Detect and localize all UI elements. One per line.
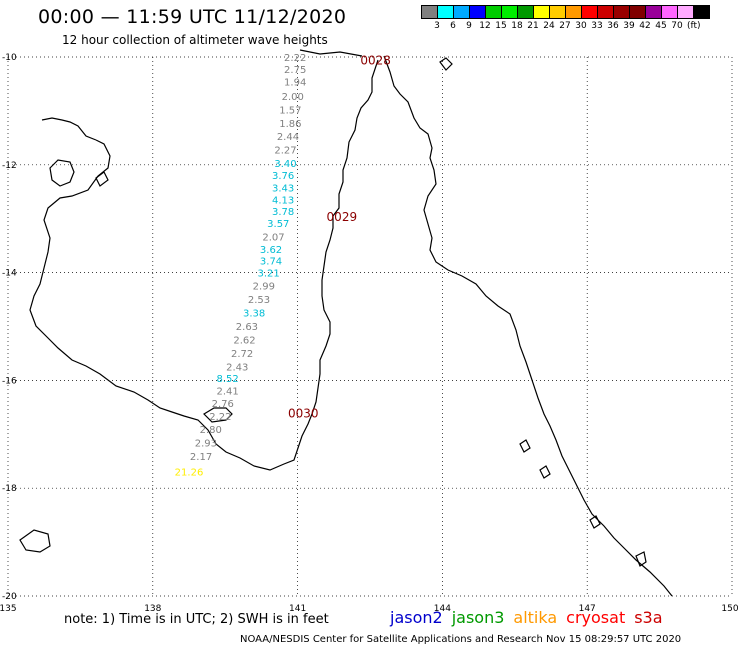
legend-label: 27	[559, 21, 571, 31]
legend-label: 3	[434, 21, 440, 31]
reef-islands	[519, 439, 647, 567]
lon-tick-label: 138	[144, 604, 161, 614]
legend-label: 24	[543, 21, 555, 31]
groote-eylandt	[49, 159, 75, 187]
footnote: note: 1) Time is in UTC; 2) SWH is in fe…	[64, 612, 329, 627]
wave-height-reading: 3.38	[243, 308, 265, 319]
pass-time-label: 0029	[327, 210, 358, 224]
wave-height-reading: 2.43	[226, 362, 248, 373]
wave-height-reading: 2.07	[262, 232, 284, 243]
mission-legend: jason2 jason3 altika cryosat s3a	[390, 608, 672, 627]
legend-labels: (ft) 3 6 9 12 15 18 21 24 27 30 33 36 39 42 45 70	[421, 19, 709, 33]
legend-label: 12	[479, 21, 491, 31]
mission-label-jason2: jason2	[390, 608, 443, 627]
wave-height-reading: 1.86	[279, 119, 301, 130]
lon-tick-label: 147	[579, 604, 596, 614]
legend-label: 18	[511, 21, 523, 31]
wave-height-reading: 1.57	[279, 105, 301, 116]
wave-height-reading: 2.75	[284, 65, 306, 76]
lon-tick-label: 141	[289, 604, 306, 614]
wave-height-reading: 2.62	[233, 335, 255, 346]
wave-height-reading: 2.22	[209, 412, 231, 423]
lat-tick-label: -16	[2, 376, 17, 386]
lat-tick-label: -20	[2, 592, 17, 602]
new-guinea-coast	[299, 49, 363, 57]
wave-height-reading: 2.22	[284, 53, 306, 64]
legend-unit: (ft)	[687, 21, 701, 31]
wave-height-reading: 3.62	[260, 245, 282, 256]
pass-time-label: 0028	[360, 54, 391, 68]
wave-height-reading: 4.13	[272, 195, 294, 206]
wave-height-reading: 2.00	[282, 92, 304, 103]
legend-label: 21	[527, 21, 539, 31]
mission-label-altika: altika	[513, 608, 558, 627]
chart-subtitle: 12 hour collection of altimeter wave hei…	[62, 33, 328, 47]
wave-height-reading: 2.44	[277, 132, 299, 143]
wave-height-readings: 2.222.751.942.001.571.862.442.273.403.76…	[175, 53, 307, 478]
axis-tick-labels: 135 138 141 144 147 150 -10 -12 -14 -16 -18 -20	[0, 53, 739, 614]
wave-height-reading: 21.26	[175, 467, 204, 478]
cape-york-west-coast	[29, 59, 379, 471]
wave-height-reading: 8.52	[216, 374, 238, 385]
legend-label: 45	[655, 21, 667, 31]
pass-labels: 0028 0029 0030	[288, 54, 391, 421]
wave-height-reading: 3.78	[272, 207, 294, 218]
lon-tick-label: 144	[434, 604, 451, 614]
mornington-island	[203, 407, 233, 423]
arnhem-land-coast	[41, 117, 97, 141]
lon-tick-label: 150	[721, 604, 738, 614]
lat-tick-label: -12	[2, 161, 17, 171]
wave-height-reading: 2.99	[253, 282, 275, 293]
wave-height-reading: 1.94	[284, 77, 306, 88]
lat-tick-label: -14	[2, 269, 17, 279]
wave-height-reading: 3.40	[274, 159, 296, 170]
pass-time-label: 0030	[288, 407, 319, 421]
wave-height-reading: 2.41	[216, 387, 238, 398]
mission-label-cryosat: cryosat	[566, 608, 626, 627]
melville-island	[19, 529, 51, 553]
lat-lon-grid	[7, 56, 733, 597]
coastline	[19, 49, 673, 597]
wave-height-reading: 2.76	[212, 399, 234, 410]
legend-swatches	[421, 5, 710, 19]
legend-swatch	[693, 5, 710, 19]
wave-height-reading: 2.53	[248, 295, 270, 306]
wave-height-reading: 2.63	[236, 322, 258, 333]
color-legend: (ft) 3 6 9 12 15 18 21 24 27 30 33 36 39 42 45 70	[421, 5, 710, 33]
lat-tick-label: -18	[2, 484, 17, 494]
legend-label: 42	[639, 21, 651, 31]
wave-height-reading: 2.80	[200, 425, 222, 436]
wave-height-reading: 3.57	[267, 219, 289, 230]
legend-label: 33	[591, 21, 603, 31]
legend-label: 30	[575, 21, 587, 31]
wessel-islands	[95, 171, 109, 187]
wave-height-reading: 3.74	[260, 257, 282, 268]
wave-height-reading: 3.43	[272, 183, 294, 194]
wave-height-reading: 2.93	[195, 438, 217, 449]
chart-title: 00:00 — 11:59 UTC 11/12/2020	[38, 6, 347, 28]
wave-height-reading: 2.72	[231, 349, 253, 360]
wave-height-reading: 2.17	[190, 452, 212, 463]
lon-tick-label: 135	[0, 604, 17, 614]
wave-height-reading: 2.27	[274, 146, 296, 157]
lat-tick-label: -10	[2, 53, 17, 63]
legend-label: 6	[450, 21, 456, 31]
legend-label: 9	[466, 21, 472, 31]
mission-label-s3a: s3a	[634, 608, 663, 627]
credit-line: NOAA/NESDIS Center for Satellite Applica…	[240, 634, 682, 645]
legend-label: 70	[671, 21, 683, 31]
wave-height-reading: 3.21	[258, 269, 280, 280]
cape-york-east-coast	[383, 55, 673, 597]
legend-label: 15	[495, 21, 507, 31]
torres-islands	[439, 57, 453, 71]
mission-label-jason3: jason3	[451, 608, 505, 627]
legend-label: 36	[607, 21, 619, 31]
legend-label: 39	[623, 21, 635, 31]
wave-height-reading: 3.76	[272, 171, 294, 182]
